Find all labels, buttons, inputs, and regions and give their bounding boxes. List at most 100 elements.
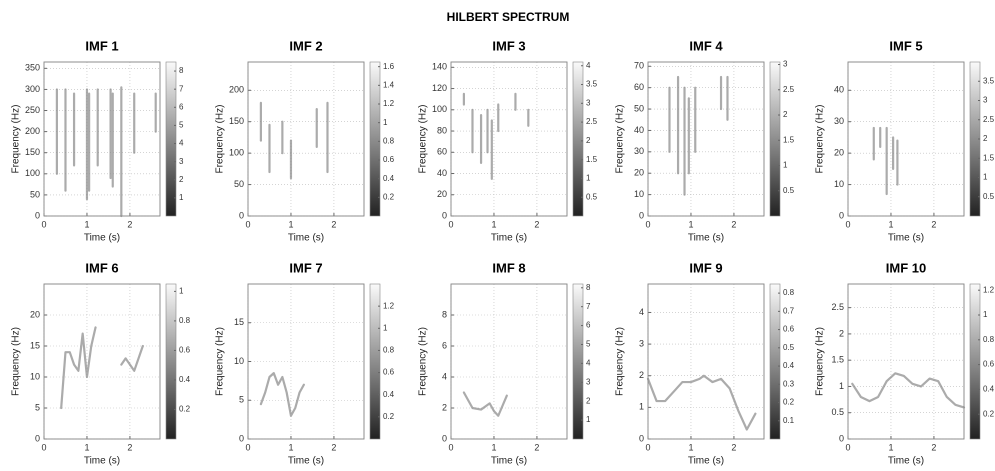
y-tick-label: 3 bbox=[639, 338, 644, 348]
y-tick-label: 300 bbox=[25, 84, 40, 94]
y-tick-label: 50 bbox=[634, 103, 644, 113]
y-tick-label: 2 bbox=[442, 402, 447, 412]
x-tick-label: 0 bbox=[41, 442, 46, 452]
x-axis-label: Time (s) bbox=[688, 456, 724, 466]
colorbar-tick-label: 6 bbox=[179, 102, 184, 111]
y-tick-label: 20 bbox=[437, 189, 447, 199]
x-tick-label: 0 bbox=[448, 442, 453, 452]
colorbar-tick-label: 0.4 bbox=[383, 174, 395, 183]
y-tick-label: 0 bbox=[839, 433, 844, 443]
y-tick-label: 100 bbox=[25, 168, 40, 178]
colorbar-tick-label: 3 bbox=[983, 96, 988, 105]
x-axis-label: Time (s) bbox=[688, 233, 724, 244]
x-tick-label: 0 bbox=[245, 442, 250, 452]
colorbar-tick-label: 1 bbox=[383, 323, 388, 332]
y-tick-label: 2.5 bbox=[831, 302, 844, 312]
x-tick-label: 1 bbox=[888, 442, 893, 452]
x-tick-label: 2 bbox=[534, 219, 539, 229]
x-axis-label: Time (s) bbox=[888, 456, 924, 466]
y-axis-label: Frequency (Hz) bbox=[615, 327, 626, 396]
subplot-title: IMF 9 bbox=[689, 260, 722, 275]
x-axis-label: Time (s) bbox=[888, 233, 924, 244]
y-tick-label: 0 bbox=[639, 433, 644, 443]
subplot-title: IMF 6 bbox=[85, 260, 118, 275]
colorbar-tick-label: 0.4 bbox=[383, 390, 395, 399]
colorbar-tick-label: 0.2 bbox=[783, 398, 795, 407]
colorbar-tick-label: 3.5 bbox=[983, 76, 995, 85]
colorbar-tick-label: 1 bbox=[586, 415, 591, 424]
plot-area bbox=[847, 283, 965, 440]
colorbar-tick-label: 1 bbox=[783, 161, 788, 170]
y-tick-label: 20 bbox=[834, 148, 844, 158]
colorbar-tick-label: 2 bbox=[179, 175, 184, 184]
y-tick-label: 2 bbox=[839, 328, 844, 338]
x-tick-label: 0 bbox=[41, 219, 46, 229]
plot-border bbox=[647, 61, 765, 217]
colorbar-tick-label: 0.5 bbox=[983, 192, 995, 201]
colorbar-tick-label: 0.8 bbox=[383, 346, 395, 355]
x-tick-label: 2 bbox=[534, 442, 539, 452]
y-tick-label: 5 bbox=[35, 402, 40, 412]
y-tick-label: 20 bbox=[634, 168, 644, 178]
y-tick-label: 10 bbox=[30, 371, 40, 381]
colorbar-tick-label: 2 bbox=[586, 136, 591, 145]
colorbar-tick-label: 0.4 bbox=[983, 385, 995, 394]
y-tick-label: 0 bbox=[442, 210, 447, 220]
colorbar bbox=[165, 61, 177, 217]
y-tick-label: 80 bbox=[437, 125, 447, 135]
y-axis-label: Frequency (Hz) bbox=[215, 105, 226, 174]
colorbar-tick-label: 1 bbox=[586, 174, 591, 183]
colorbar-tick-label: 0.7 bbox=[783, 306, 795, 315]
x-tick-label: 0 bbox=[645, 219, 650, 229]
y-tick-label: 0 bbox=[239, 210, 244, 220]
y-tick-label: 40 bbox=[634, 125, 644, 135]
colorbar-tick-label: 4 bbox=[586, 61, 591, 70]
colorbar-tick-label: 8 bbox=[179, 66, 184, 75]
colorbar-tick-label: 0.6 bbox=[983, 360, 995, 369]
plot-border bbox=[247, 283, 365, 440]
colorbar-tick-label: 0.6 bbox=[783, 325, 795, 334]
colorbar bbox=[369, 283, 381, 440]
x-tick-label: 2 bbox=[731, 219, 736, 229]
y-tick-label: 200 bbox=[229, 85, 244, 95]
colorbar-tick-label: 2.5 bbox=[983, 115, 995, 124]
colorbar-tick-label: 8 bbox=[586, 283, 591, 292]
x-axis-label: Time (s) bbox=[491, 233, 527, 244]
colorbar-tick-label: 0.8 bbox=[983, 335, 995, 344]
plot-border bbox=[43, 283, 161, 440]
colorbar bbox=[165, 283, 177, 440]
colorbar bbox=[572, 283, 584, 440]
y-tick-label: 4 bbox=[442, 371, 447, 381]
colorbar-tick-label: 2.5 bbox=[586, 117, 598, 126]
colorbar-tick-label: 1 bbox=[983, 310, 988, 319]
colorbar-tick-label: 1 bbox=[179, 286, 184, 295]
colorbar bbox=[769, 283, 781, 440]
y-tick-label: 2 bbox=[639, 370, 644, 380]
spectrum-trace bbox=[60, 326, 97, 410]
x-tick-label: 1 bbox=[688, 219, 693, 229]
colorbar bbox=[769, 61, 781, 217]
x-tick-label: 0 bbox=[845, 442, 850, 452]
colorbar-tick-label: 0.2 bbox=[383, 192, 395, 201]
y-tick-label: 15 bbox=[234, 317, 244, 327]
figure-title: HILBERT SPECTRUM bbox=[447, 10, 570, 24]
plot-border bbox=[43, 61, 161, 217]
plot-border bbox=[847, 283, 965, 440]
x-tick-label: 1 bbox=[84, 442, 89, 452]
y-tick-label: 6 bbox=[442, 340, 447, 350]
plot-area bbox=[450, 283, 568, 440]
x-tick-label: 0 bbox=[245, 219, 250, 229]
y-tick-label: 40 bbox=[437, 168, 447, 178]
y-tick-label: 60 bbox=[437, 147, 447, 157]
x-tick-label: 2 bbox=[331, 442, 336, 452]
colorbar-tick-label: 1.2 bbox=[983, 285, 995, 294]
colorbar-tick-label: 0.8 bbox=[783, 288, 795, 297]
y-tick-label: 10 bbox=[234, 356, 244, 366]
spectrum-trace bbox=[259, 372, 305, 417]
x-axis-label: Time (s) bbox=[491, 456, 527, 466]
colorbar-tick-label: 0.6 bbox=[383, 368, 395, 377]
x-tick-label: 1 bbox=[491, 442, 496, 452]
plot-border bbox=[450, 61, 568, 217]
colorbar-tick-label: 7 bbox=[586, 302, 591, 311]
